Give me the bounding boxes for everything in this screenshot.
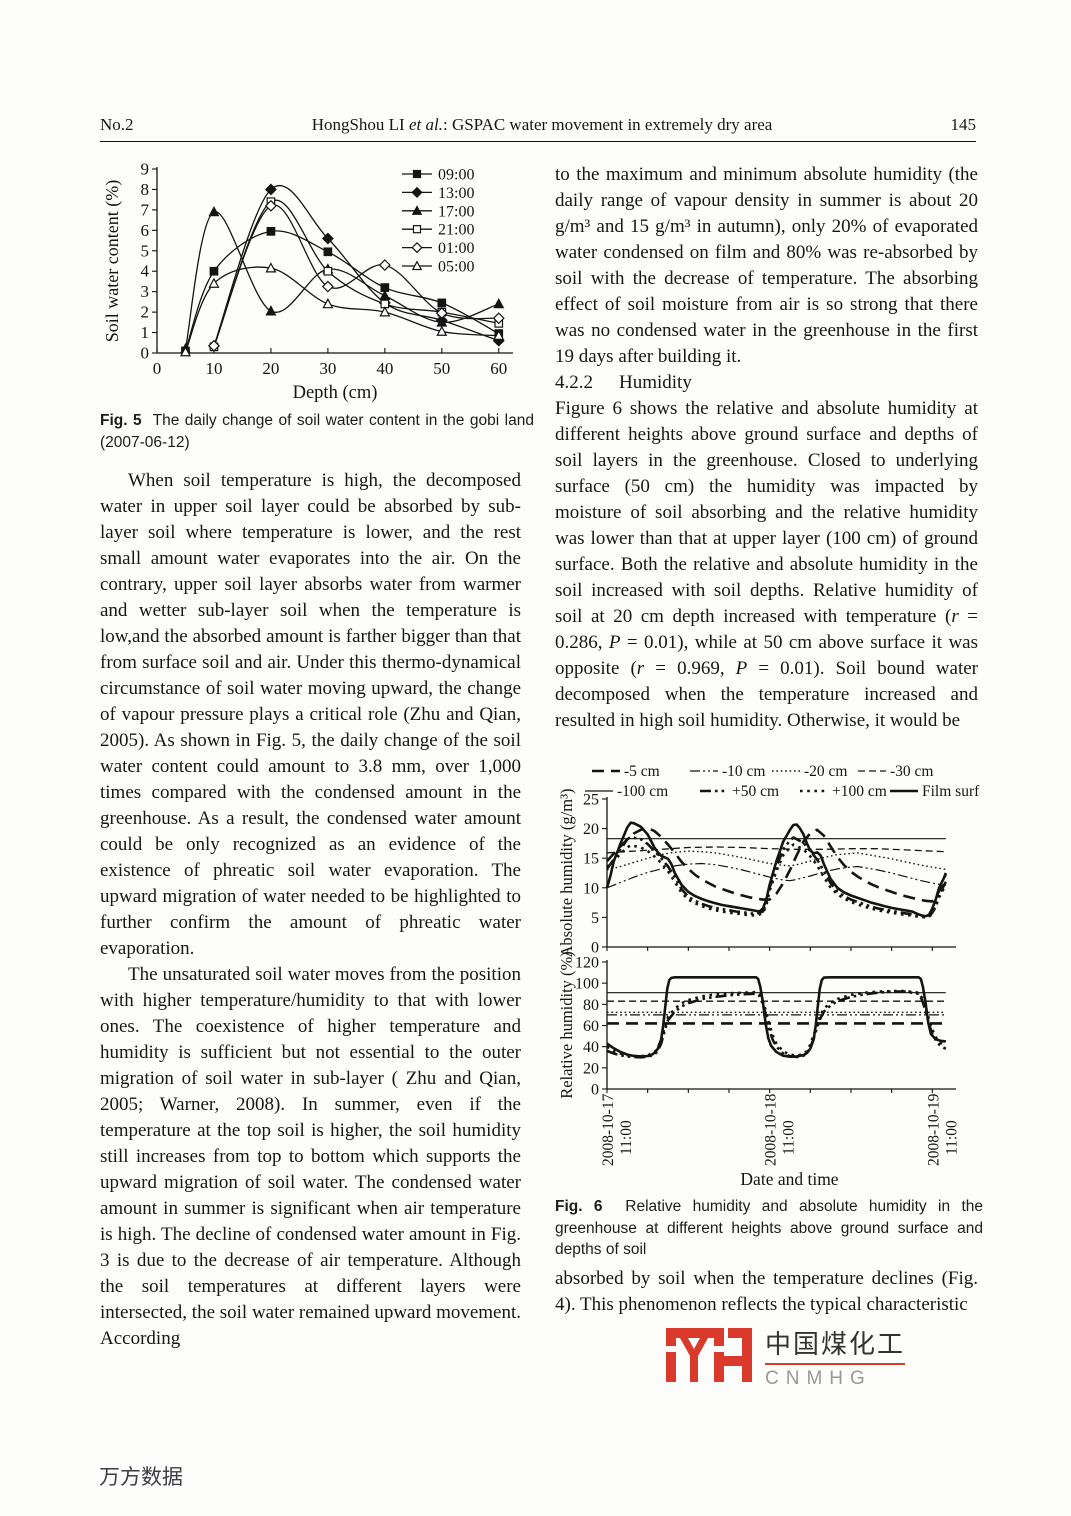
svg-text:25: 25: [583, 792, 599, 809]
svg-text:10: 10: [583, 880, 599, 897]
svg-text:40: 40: [376, 359, 393, 378]
svg-text:Date and time: Date and time: [740, 1169, 838, 1189]
paragraph: absorbed by soil when the temperature de…: [555, 1268, 978, 1315]
left-column: When soil temperature is high, the decom…: [100, 468, 521, 1352]
right-column-continued: absorbed by soil when the temperature de…: [555, 1266, 978, 1318]
svg-text:3: 3: [141, 282, 150, 301]
svg-text:17:00: 17:00: [438, 203, 474, 220]
cnmhg-logo-icon: [666, 1328, 752, 1382]
right-column: to the maximum and minimum absolute humi…: [555, 162, 978, 734]
logo-latin-text: CNMHG: [765, 1368, 872, 1389]
svg-text:2008-10-19: 2008-10-19: [925, 1093, 942, 1166]
svg-text:20: 20: [583, 1060, 599, 1077]
svg-text:01:00: 01:00: [438, 240, 474, 257]
svg-text:13:00: 13:00: [438, 185, 474, 202]
svg-text:Depth (cm): Depth (cm): [293, 383, 378, 403]
page-header: No.2 HongShou LI et al.: GSPAC water mov…: [100, 115, 976, 135]
cnmhg-logo-text: 中国煤化工 CNMHG: [765, 1324, 906, 1390]
svg-text:21:00: 21:00: [438, 222, 474, 239]
svg-text:9: 9: [141, 160, 150, 179]
fig6-chart: -5 cm -10 cm -20 cm -30 cm -100 cm +50 cm +100…: [557, 763, 980, 1189]
section-heading: 4.2.2 Humidity: [555, 370, 978, 396]
svg-text:11:00: 11:00: [618, 1120, 635, 1155]
svg-text:-100 cm: -100 cm: [617, 783, 668, 800]
svg-text:+50 cm: +50 cm: [732, 783, 779, 800]
svg-text:60: 60: [490, 359, 507, 378]
svg-text:Absolute humidity (g/m³): Absolute humidity (g/m³): [557, 788, 576, 957]
svg-text:5: 5: [591, 910, 599, 927]
svg-text:09:00: 09:00: [438, 167, 474, 184]
header-rule: [100, 141, 976, 142]
fig5-caption: Fig. 5 The daily change of soil water co…: [100, 412, 534, 451]
svg-text:-5 cm: -5 cm: [624, 763, 660, 780]
svg-text:0: 0: [591, 1082, 599, 1099]
section-number: 4.2.2: [555, 372, 593, 393]
svg-text:50: 50: [433, 359, 450, 378]
svg-text:20: 20: [583, 821, 599, 838]
svg-text:2008-10-18: 2008-10-18: [763, 1093, 780, 1166]
svg-text:5: 5: [141, 241, 150, 260]
wanfang-watermark: 万方数据: [99, 1465, 183, 1489]
svg-text:100: 100: [575, 976, 599, 993]
svg-text:120: 120: [575, 955, 599, 972]
svg-text:2008-10-17: 2008-10-17: [600, 1093, 617, 1166]
paragraph: Figure 6 shows the relative and absolute…: [555, 398, 979, 731]
section-title: Humidity: [619, 372, 692, 393]
svg-text:-30 cm: -30 cm: [890, 763, 933, 780]
svg-text:4: 4: [141, 262, 150, 281]
svg-text:40: 40: [583, 1039, 599, 1056]
issue-number: No.2: [100, 115, 134, 134]
paragraph: When soil temperature is high, the decom…: [100, 470, 521, 959]
svg-text:1: 1: [141, 323, 150, 342]
page-number: 145: [950, 115, 977, 134]
svg-text:Soil water content (%): Soil water content (%): [102, 180, 123, 342]
paragraph: The unsaturated soil water moves from th…: [100, 964, 522, 1349]
svg-text:11:00: 11:00: [781, 1120, 798, 1155]
svg-text:30: 30: [319, 359, 336, 378]
svg-text:0: 0: [141, 344, 150, 363]
svg-text:05:00: 05:00: [438, 259, 474, 276]
svg-text:+100 cm: +100 cm: [832, 783, 887, 800]
svg-text:60: 60: [583, 1018, 599, 1035]
svg-text:15: 15: [583, 851, 599, 868]
svg-text:Film surface: Film surface: [922, 783, 980, 800]
svg-text:2: 2: [141, 303, 150, 322]
fig6-caption: Fig. 6 Relative humidity and absolute hu…: [555, 1198, 983, 1258]
svg-text:7: 7: [141, 200, 150, 219]
logo-chinese-text: 中国煤化工: [765, 1324, 906, 1365]
svg-text:-10 cm: -10 cm: [722, 763, 765, 780]
svg-text:10: 10: [205, 359, 222, 378]
svg-text:6: 6: [141, 221, 150, 240]
svg-text:0: 0: [153, 359, 162, 378]
svg-text:11:00: 11:00: [943, 1120, 960, 1155]
cnmhg-logo: 中国煤化工 CNMHG: [666, 1324, 906, 1390]
paragraph: to the maximum and minimum absolute humi…: [555, 164, 978, 367]
svg-text:8: 8: [141, 180, 150, 199]
svg-text:-20 cm: -20 cm: [804, 763, 847, 780]
svg-text:Relative humidity (%): Relative humidity (%): [557, 951, 576, 1099]
svg-text:0: 0: [591, 940, 599, 957]
svg-text:80: 80: [583, 997, 599, 1014]
running-title: HongShou LI et al.: GSPAC water movement…: [311, 115, 773, 134]
svg-text:20: 20: [262, 359, 279, 378]
